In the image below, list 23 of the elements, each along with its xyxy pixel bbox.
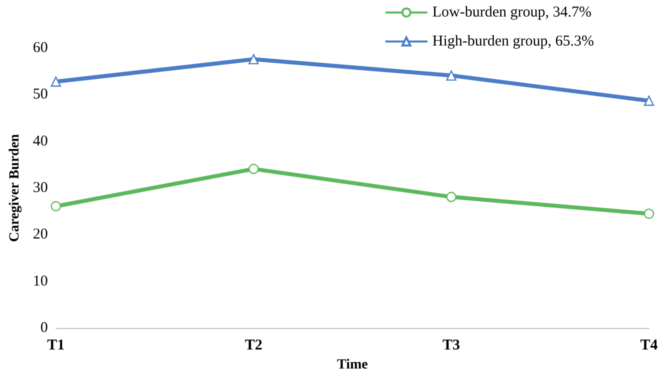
point bbox=[50, 76, 61, 87]
point bbox=[644, 208, 654, 219]
point bbox=[446, 70, 456, 81]
x-tick-label: T1 bbox=[47, 338, 65, 354]
y-tick-label: 30 bbox=[32, 180, 48, 196]
y-tick-label: 40 bbox=[32, 133, 48, 150]
y-tick-label: 0 bbox=[40, 320, 48, 336]
point bbox=[446, 192, 456, 202]
x-axis-title: Time bbox=[337, 358, 368, 372]
point bbox=[644, 96, 654, 106]
legend-label: High-burden group, 65.3% bbox=[432, 34, 594, 50]
y-tick-label: 60 bbox=[32, 40, 48, 56]
y-tick-label: 10 bbox=[32, 273, 48, 290]
y-tick-label: 50 bbox=[32, 86, 48, 103]
legend-label: Low-burden group, 34.7% bbox=[432, 4, 592, 20]
point bbox=[248, 164, 259, 174]
x-tick-label: T2 bbox=[244, 338, 262, 354]
x-tick-label: T4 bbox=[640, 338, 658, 354]
y-axis-title: Caregiver Burden bbox=[8, 134, 22, 242]
point bbox=[248, 54, 259, 64]
x-tick-label: T3 bbox=[442, 338, 460, 354]
y-tick-label: 20 bbox=[32, 226, 48, 243]
point bbox=[50, 201, 61, 212]
